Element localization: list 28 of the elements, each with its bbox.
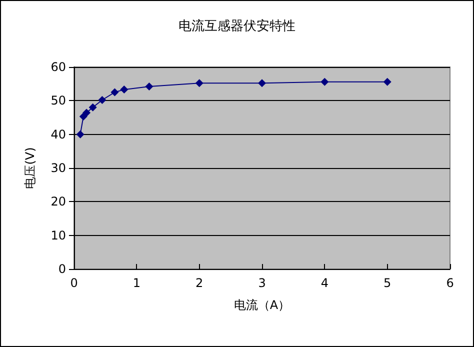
point	[258, 79, 266, 88]
y-axis-title: 电压(V)	[23, 147, 37, 189]
y-tick-label: 0	[58, 262, 66, 276]
y-tick-label: 30	[50, 161, 66, 175]
point	[320, 78, 329, 86]
x-tick-label: 1	[132, 276, 140, 290]
x-tick-label: 2	[196, 276, 204, 290]
y-tick-label: 60	[50, 60, 66, 74]
x-tick-label: 0	[70, 276, 78, 290]
point	[383, 78, 392, 86]
point	[76, 130, 84, 138]
x-tick-label: 6	[446, 276, 454, 290]
x-axis-title: 电流（A）	[234, 298, 290, 312]
point	[110, 88, 119, 96]
y-tick-label: 10	[50, 228, 66, 242]
point	[195, 79, 204, 88]
chart-title: 电流互感器伏安特性	[178, 18, 296, 34]
y-tick-label: 20	[50, 194, 66, 209]
x-tick-label: 5	[384, 276, 392, 290]
y-tick-label: 40	[50, 127, 66, 142]
y-tick-label: 50	[50, 94, 66, 108]
point	[145, 82, 154, 91]
point	[98, 96, 106, 104]
point	[82, 108, 91, 117]
x-tick-label: 4	[320, 276, 328, 290]
point	[88, 103, 97, 112]
point	[120, 86, 128, 94]
x-tick-label: 3	[258, 276, 266, 290]
